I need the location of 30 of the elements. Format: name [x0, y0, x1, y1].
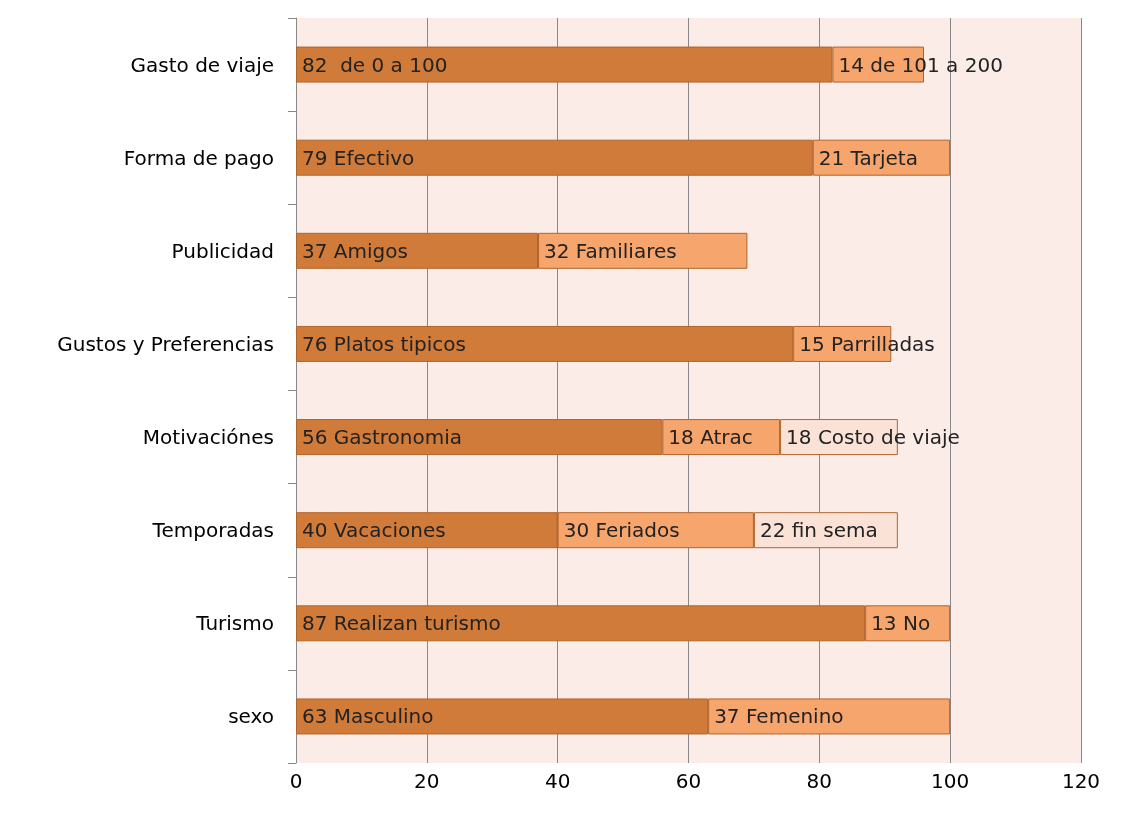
y-tick-label: Forma de pago — [123, 145, 274, 170]
x-tick-label: 40 — [544, 769, 571, 793]
y-tick-label: Motivaciónes — [142, 425, 274, 450]
y-tick-label: Turismo — [195, 611, 274, 636]
data-label: 82 de 0 a 100 — [302, 52, 448, 77]
data-label: 40 Vacaciones — [302, 518, 446, 543]
x-tick-label: 0 — [289, 769, 303, 793]
x-tick-label: 100 — [931, 769, 970, 793]
data-label: 13 No — [871, 611, 931, 636]
x-tick-label: 60 — [675, 769, 702, 793]
data-label: 21 Tarjeta — [818, 145, 918, 170]
data-label: 76 Platos tipicos — [302, 331, 466, 356]
data-label: 56 Gastronomia — [302, 425, 463, 450]
data-label: 30 Feriados — [563, 518, 680, 543]
data-label: 22 fin sema — [759, 518, 878, 543]
y-tick-label: Temporadas — [151, 518, 274, 543]
x-tick-label: 120 — [1061, 769, 1101, 793]
x-tick-label: 20 — [414, 769, 440, 793]
data-label: 32 Familiares — [544, 238, 677, 263]
y-tick-label: Publicidad — [171, 238, 274, 263]
data-label: 87 Realizan turismo — [302, 611, 501, 636]
data-label: 63 Masculino — [302, 704, 434, 729]
x-tick-label: 80 — [806, 769, 833, 793]
y-tick-label: Gustos y Preferencias — [57, 331, 274, 356]
y-tick-label: Gasto de viaje — [130, 52, 274, 77]
data-label: 79 Efectivo — [302, 145, 415, 170]
data-label: 37 Femenino — [714, 704, 844, 729]
data-label: 37 Amigos — [302, 238, 408, 263]
data-label: 18 Atrac — [668, 425, 753, 450]
y-tick-label: sexo — [228, 704, 274, 729]
